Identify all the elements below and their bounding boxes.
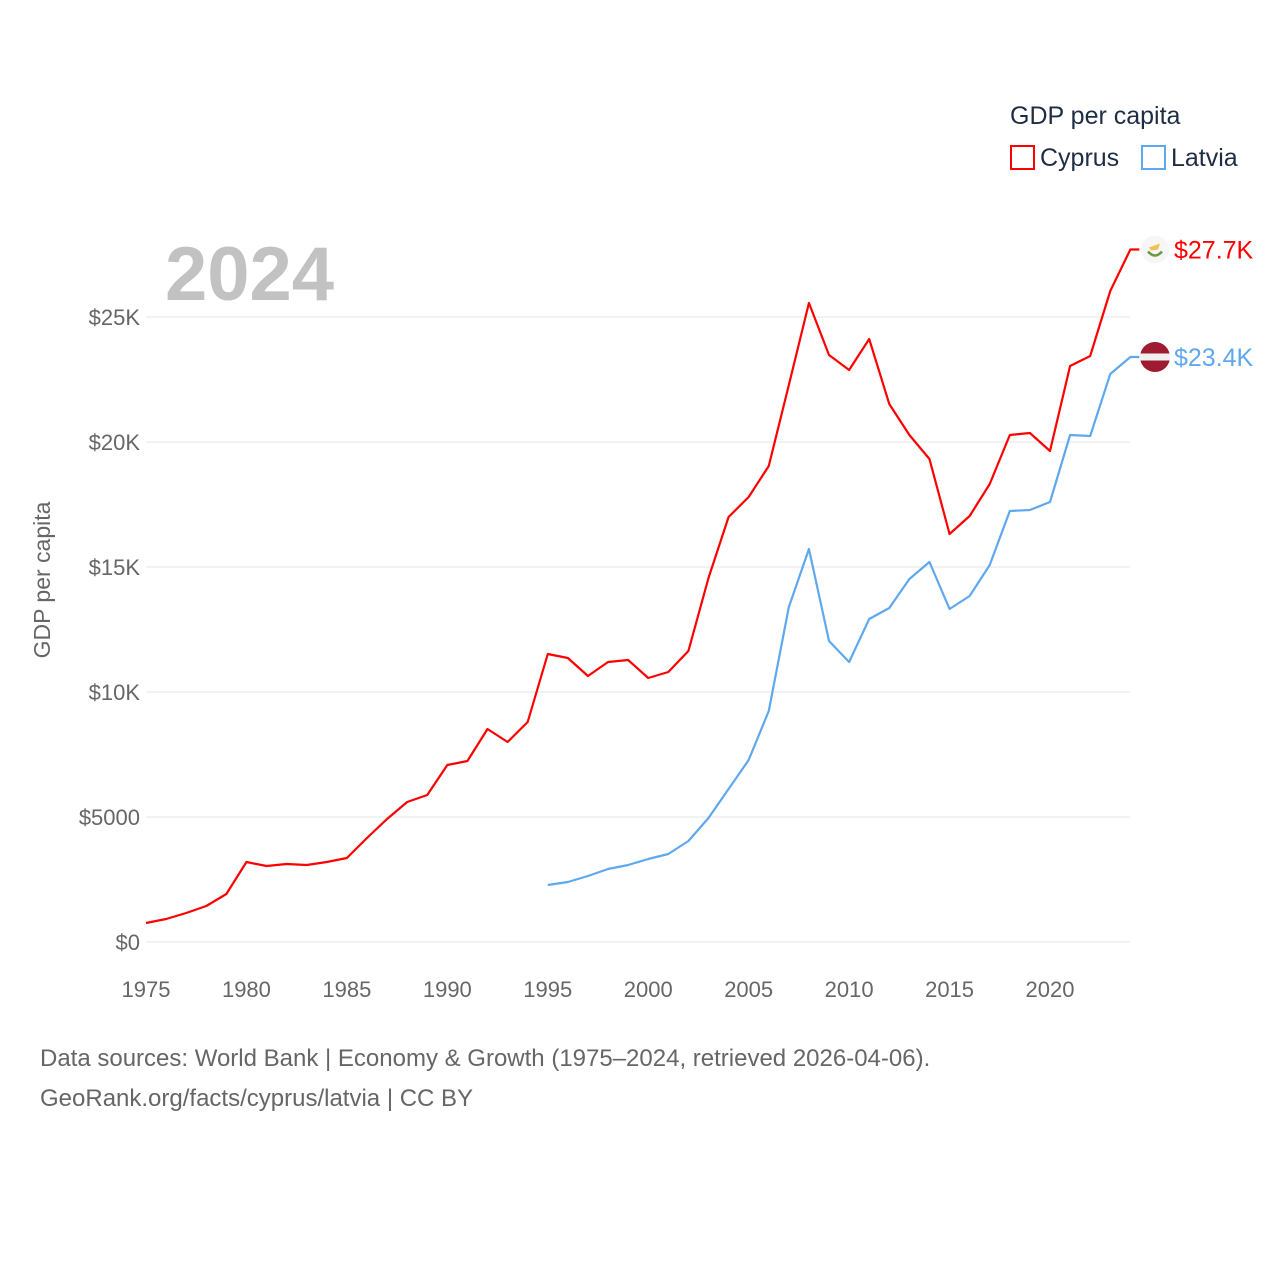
y-axis-ticks: $0 $5000 $10K $15K $20K $25K	[79, 305, 141, 955]
legend-label-cyprus: Cyprus	[1040, 144, 1119, 172]
x-tick-label: 2020	[1026, 977, 1075, 1002]
series-end-markers: $27.7K $23.4K	[1140, 235, 1254, 372]
series-line-cyprus	[145, 248, 1140, 925]
data-source-note: Data sources: World Bank | Economy & Gro…	[40, 1045, 931, 1072]
x-axis-ticks: 1975 1980 1985 1990 1995 2000 2005 2010 2015 2020	[122, 977, 1075, 1002]
legend-item-cyprus[interactable]: Cyprus	[1010, 144, 1119, 172]
x-tick-label: 1995	[523, 977, 572, 1002]
x-tick-label: 2005	[724, 977, 773, 1002]
x-tick-label: 1980	[222, 977, 271, 1002]
x-tick-label: 1975	[122, 977, 171, 1002]
end-value-label-latvia: $23.4K	[1174, 344, 1254, 372]
grid-lines	[146, 316, 1130, 943]
series-line-latvia	[547, 355, 1140, 887]
legend-item-latvia[interactable]: Latvia	[1141, 144, 1238, 172]
year-watermark: 2024	[165, 232, 334, 317]
latvia-flag-icon	[1140, 342, 1170, 372]
x-tick-label: 1985	[322, 977, 371, 1002]
flag-olive-branches	[1147, 250, 1163, 257]
y-axis-label: GDP per capita	[29, 501, 55, 658]
x-tick-label: 2015	[925, 977, 974, 1002]
legend-label-latvia: Latvia	[1171, 144, 1238, 172]
legend-title: GDP per capita	[1010, 102, 1181, 130]
y-tick-label: $10K	[89, 680, 141, 705]
end-value-label-cyprus: $27.7K	[1174, 237, 1254, 265]
y-tick-label: $20K	[89, 430, 141, 455]
y-tick-label: $0	[116, 930, 140, 955]
legend-swatch-latvia	[1141, 145, 1166, 170]
x-tick-label: 1990	[423, 977, 472, 1002]
cyprus-flag-icon	[1141, 235, 1169, 264]
legend: GDP per capita Cyprus Latvia	[1010, 102, 1238, 172]
x-tick-label: 2000	[624, 977, 673, 1002]
y-tick-label: $5000	[79, 805, 140, 830]
series-lines	[145, 248, 1140, 925]
x-tick-label: 2010	[825, 977, 874, 1002]
y-tick-label: $25K	[89, 305, 141, 330]
flag-island-shape	[1149, 243, 1160, 251]
flag-white-stripe	[1140, 353, 1170, 361]
legend-swatch-cyprus	[1010, 145, 1035, 170]
y-tick-label: $15K	[89, 555, 141, 580]
attribution-link[interactable]: GeoRank.org/facts/cyprus/latvia | CC BY	[40, 1085, 474, 1112]
